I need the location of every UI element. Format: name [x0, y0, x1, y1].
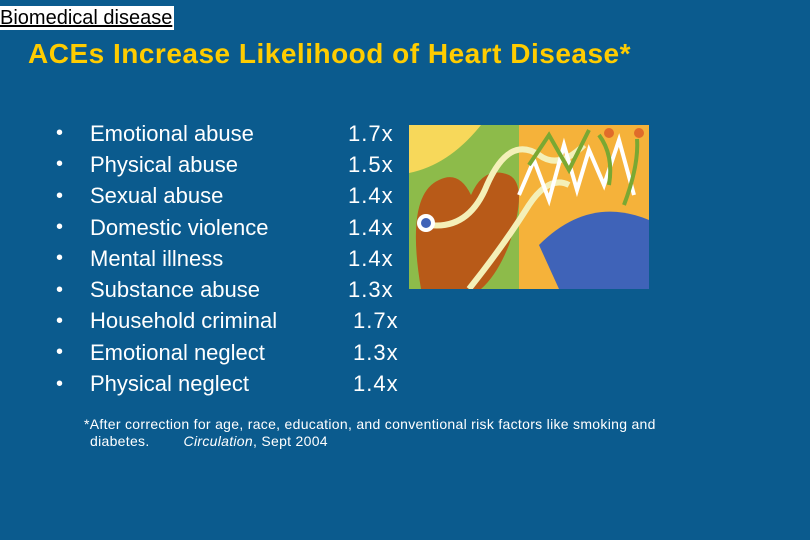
list-item: • Sexual abuse 1.4x	[56, 181, 399, 212]
stethoscope-tube-icon	[428, 142, 587, 229]
item-label: Household criminal	[90, 308, 278, 334]
item-value: 1.5x	[348, 151, 394, 177]
item-value: 1.3x	[353, 339, 399, 365]
item-label: Emotional neglect	[90, 339, 265, 365]
item-value: 1.7x	[348, 120, 394, 146]
blue-shape	[539, 211, 649, 289]
bullet: •	[56, 247, 64, 270]
section-label: Biomedical disease	[0, 6, 175, 30]
slide-title: ACEs Increase Likelihood of Heart Diseas…	[28, 38, 631, 69]
ace-list: • Emotional abuse 1.7x • Physical abuse …	[56, 118, 399, 400]
list-item: • Mental illness 1.4x	[56, 243, 399, 274]
footnote: *After correction for age, race, educati…	[84, 416, 684, 450]
bullet: •	[56, 309, 64, 332]
item-value: 1.7x	[353, 308, 399, 334]
bullet: •	[56, 122, 64, 145]
item-value: 1.4x	[348, 214, 394, 240]
list-item: • Physical neglect 1.4x	[56, 368, 399, 399]
journal-name: Circulation	[183, 433, 253, 449]
list-item: • Emotional abuse 1.7x	[56, 118, 399, 149]
bullet: •	[56, 216, 64, 239]
bullet: •	[56, 278, 64, 301]
item-label: Domestic violence	[90, 214, 269, 240]
yellow-corner	[409, 125, 481, 173]
list-item: • Physical abuse 1.5x	[56, 149, 399, 180]
footnote-text: diabetes.	[90, 433, 150, 449]
journal-date: , Sept 2004	[252, 433, 328, 449]
item-label: Mental illness	[90, 245, 224, 271]
item-value: 1.3x	[348, 277, 394, 303]
item-value: 1.4x	[353, 371, 399, 397]
item-label: Substance abuse	[90, 277, 261, 303]
bullet: •	[56, 372, 64, 395]
item-value: 1.4x	[348, 245, 394, 271]
item-value: 1.4x	[348, 183, 394, 209]
item-label: Emotional abuse	[90, 120, 254, 146]
list-item: • Domestic violence 1.4x	[56, 212, 399, 243]
bullet: •	[56, 184, 64, 207]
bullet: •	[56, 341, 64, 364]
footnote-line1: *After correction for age, race, educati…	[84, 416, 656, 432]
heartbeat-line-icon	[517, 133, 636, 207]
list-item: • Emotional neglect 1.3x	[56, 337, 399, 368]
footnote-line2: diabetes. Circulation, Sept 2004	[84, 433, 684, 450]
item-label: Physical abuse	[90, 151, 238, 177]
item-label: Physical neglect	[90, 371, 249, 397]
item-label: Sexual abuse	[90, 183, 224, 209]
list-item: • Household criminal 1.7x	[56, 306, 399, 337]
bullet: •	[56, 153, 64, 176]
list-item: • Substance abuse 1.3x	[56, 274, 399, 305]
heart-stethoscope-illustration	[409, 125, 649, 289]
